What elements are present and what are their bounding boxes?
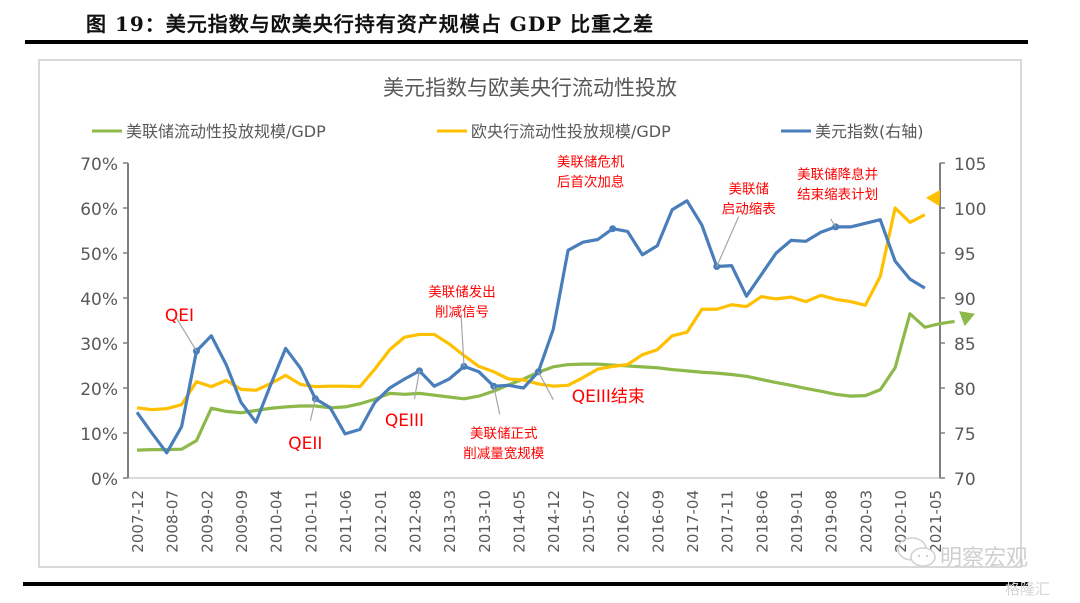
- series-layer: [135, 190, 975, 455]
- x-tick-label: 2021-05: [927, 490, 945, 553]
- annotation-leader: [309, 398, 316, 421]
- figure-caption: 图 19：美元指数与欧美央行持有资产规模占 GDP 比重之差: [86, 12, 655, 36]
- annotation-label: 美联储发出: [428, 284, 496, 300]
- annotation-label: 削减量宽规模: [463, 445, 544, 462]
- chart-frame: [38, 59, 1022, 568]
- annotation-leader: [175, 317, 197, 352]
- x-tick-label: 2014-05: [511, 490, 529, 553]
- right-tick-label: 105: [954, 155, 986, 175]
- annotation-leader: [493, 386, 501, 415]
- annotation-leader: [830, 218, 837, 228]
- projection-arrowhead-0: [959, 311, 975, 327]
- top-rule: [25, 40, 1028, 44]
- annotation-label: 美联储危机: [557, 155, 625, 171]
- x-tick-label: 2017-11: [719, 490, 737, 553]
- annotation-leader: [460, 314, 465, 367]
- right-tick-label: 85: [954, 335, 976, 355]
- left-tick-label: 60%: [80, 200, 118, 220]
- left-tick-label: 70%: [80, 155, 118, 175]
- x-tick-label: 2007-12: [129, 490, 147, 553]
- right-tick-label: 75: [954, 425, 976, 445]
- annotation-leader: [537, 371, 554, 401]
- x-tick-label: 2013-10: [476, 490, 494, 553]
- x-tick-label: 2009-09: [233, 490, 251, 553]
- legend-label-2: 美元指数(右轴): [815, 122, 924, 141]
- x-tick-label: 2011-06: [337, 490, 355, 553]
- x-tick-label: 2016-09: [649, 490, 667, 553]
- x-tick-label: 2019-01: [788, 490, 806, 553]
- left-tick-label: 0%: [91, 470, 118, 490]
- annotation-leader: [413, 370, 421, 400]
- wechat-icon: [897, 537, 936, 567]
- annotation-label: 结束缩表计划: [797, 187, 878, 203]
- x-tick-label: 2019-08: [823, 490, 841, 553]
- series-line-0: [136, 312, 955, 452]
- right-tick-label: 100: [954, 200, 986, 220]
- series-line-2: [135, 199, 926, 455]
- projection-arrowhead-1: [925, 190, 940, 207]
- x-tick-label: 2010-11: [302, 490, 320, 553]
- annotation-label: QEIII结束: [572, 387, 645, 407]
- left-tick-label: 50%: [80, 245, 118, 265]
- legend-label-0: 美联储流动性投放规模/GDP: [126, 122, 326, 141]
- x-tick-label: 2013-03: [441, 490, 459, 553]
- x-tick-label: 2016-02: [615, 490, 633, 553]
- x-tick-label: 2015-07: [580, 490, 598, 553]
- left-tick-label: 40%: [80, 290, 118, 310]
- annotation-label: 削减信号: [435, 304, 489, 320]
- x-tick-label: 2020-10: [892, 490, 910, 553]
- annotation-label: QEIII: [385, 411, 424, 431]
- left-tick-label: 20%: [80, 380, 118, 400]
- x-tick-label: 2014-12: [545, 490, 563, 553]
- watermark-text: 明察宏观: [940, 546, 1029, 571]
- x-tick-label: 2010-04: [268, 490, 286, 553]
- bottom-rule: [23, 582, 1028, 586]
- left-tick-label: 30%: [80, 335, 118, 355]
- right-tick-label: 90: [954, 290, 976, 310]
- legend-label-1: 欧央行流动性投放规模/GDP: [471, 122, 671, 141]
- x-tick-label: 2009-02: [198, 490, 216, 553]
- corner-watermark: 格隆汇: [1005, 580, 1051, 598]
- right-tick-label: 70: [954, 470, 976, 490]
- x-tick-label: 2012-08: [406, 490, 424, 553]
- annotation-label: 美联储降息并: [797, 166, 878, 183]
- annotation-label: 美联储: [728, 182, 769, 198]
- chart-title: 美元指数与欧美央行流动性投放: [383, 76, 677, 100]
- axes: 0% 10% 20% 30% 40% 50% 60% 70% 70 75 80 85 90 95 100 10…: [80, 155, 986, 553]
- annotation-label: 后首次加息: [557, 174, 625, 191]
- annotation-leader: [716, 216, 740, 267]
- annotation-label: QEI: [165, 306, 194, 326]
- x-tick-label: 2017-04: [684, 490, 702, 553]
- annotation-label: 美联储正式: [470, 426, 538, 442]
- annotation-label: 启动缩表: [722, 202, 776, 218]
- x-tick-label: 2008-07: [164, 490, 182, 553]
- right-tick-label: 80: [954, 380, 976, 400]
- x-tick-label: 2018-06: [753, 490, 771, 553]
- x-tick-label: 2012-01: [372, 490, 390, 553]
- left-tick-label: 10%: [80, 425, 118, 445]
- annotation-marker: [609, 225, 617, 233]
- legend: 美联储流动性投放规模/GDP 欧央行流动性投放规模/GDP 美元指数(右轴): [92, 122, 924, 141]
- x-tick-label: 2020-03: [857, 490, 875, 553]
- right-tick-label: 95: [954, 245, 976, 265]
- annotation-label: QEII: [288, 434, 322, 454]
